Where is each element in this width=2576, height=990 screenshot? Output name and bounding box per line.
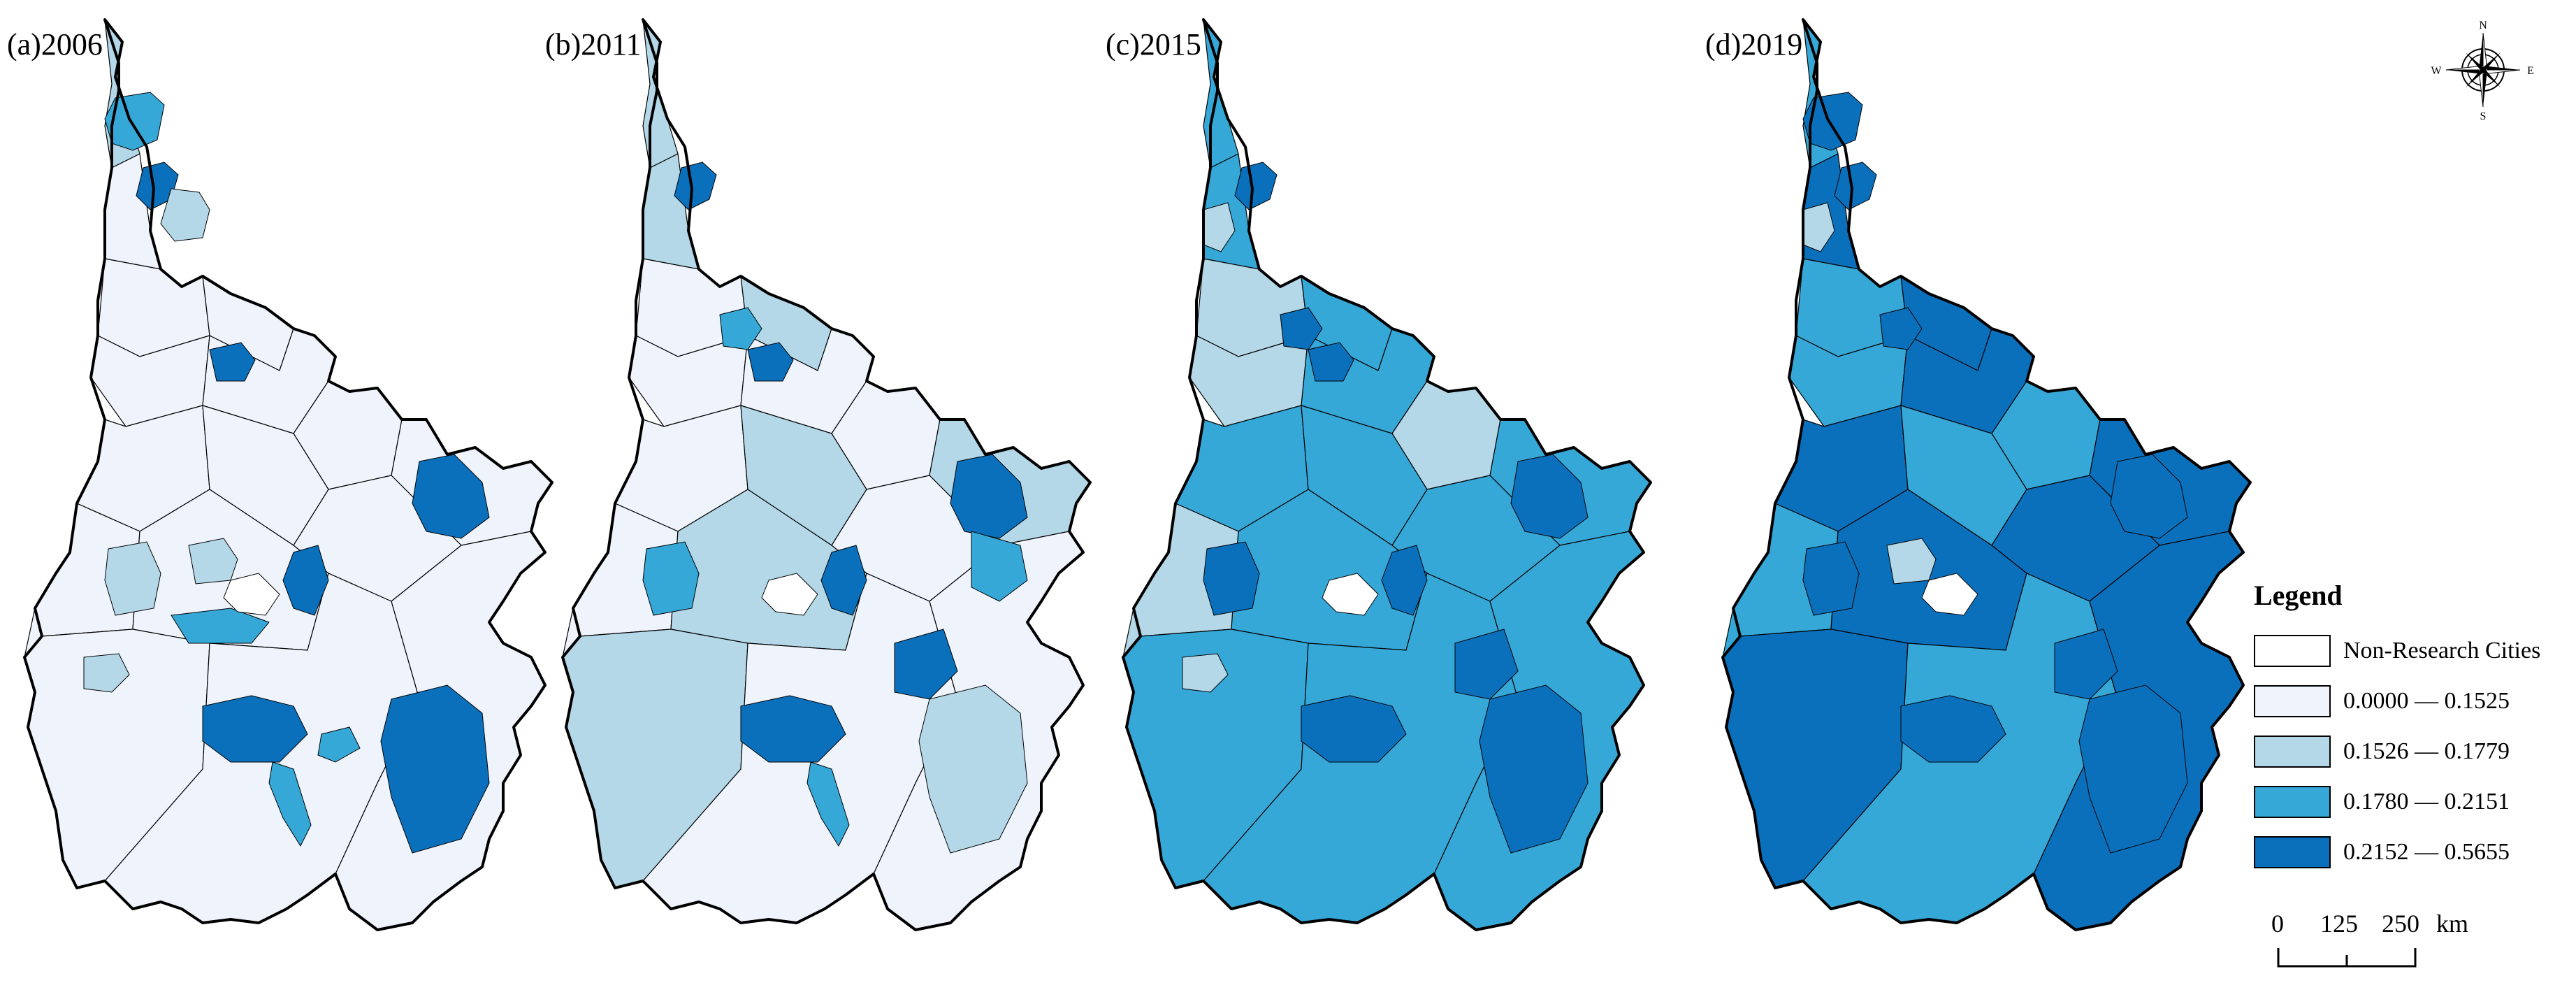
city-north-mid: [1834, 162, 1877, 210]
city-south: [1301, 695, 1407, 763]
city-south: [1900, 695, 2006, 763]
city-center-small: [209, 342, 256, 382]
city-east: [1510, 454, 1589, 539]
map-panel-2019: (d)2019: [1698, 0, 2299, 990]
panel-title-2006: (a)2006: [7, 27, 103, 62]
panel-title-2015: (c)2015: [1106, 27, 1201, 62]
legend-swatch: [2254, 635, 2331, 667]
map-2019: [1721, 17, 2252, 931]
map-panel-2011: (b)2011: [538, 0, 1139, 990]
legend-label: 0.1526 — 0.1779: [2343, 738, 2510, 764]
city-southwest: [1182, 653, 1229, 693]
city-center-small: [1308, 342, 1354, 382]
non-research-area: [761, 573, 818, 616]
legend-label: 0.0000 — 0.1525: [2343, 688, 2510, 714]
city-mid-lower: [171, 608, 270, 644]
city-southeast: [1479, 684, 1589, 854]
city-north-mid: [674, 162, 717, 210]
legend-item-class-1: 0.0000 — 0.1525: [2254, 685, 2575, 720]
legend-title: Legend: [2254, 580, 2343, 611]
legend-item-class-3: 0.1780 — 0.2151: [2254, 786, 2575, 821]
city-mid-right: [820, 545, 867, 616]
city-north-mid-right: [160, 188, 210, 242]
scale-tick-0: 0: [2271, 910, 2284, 938]
legend-label: 0.1780 — 0.2151: [2343, 789, 2510, 815]
legend-label: Non-Research Cities: [2343, 638, 2541, 663]
city-west-mid: [1203, 541, 1260, 616]
scale-bar-line: [2277, 948, 2417, 968]
city-south-tail: [268, 761, 312, 847]
map-2015: [1122, 17, 1652, 931]
study-area-outline: [1122, 18, 1652, 931]
legend-swatch: [2254, 736, 2331, 768]
city-north-lower: [719, 307, 762, 350]
city-mid-center: [1886, 538, 1937, 584]
city-north-mid: [1234, 162, 1278, 210]
map-panel-2015: (c)2015: [1099, 0, 1700, 990]
city-mid-right: [282, 545, 329, 616]
scale-tick-250: 250: [2382, 910, 2419, 938]
city-east-lower: [971, 531, 1028, 602]
scale-bar: 0 125 250 km: [2264, 909, 2488, 986]
legend-item-non-research: Non-Research Cities: [2254, 635, 2575, 670]
non-research-area: [1322, 573, 1379, 616]
study-area-outline: [1721, 18, 2252, 931]
city-southeast: [2078, 684, 2188, 854]
city-north-lower: [1879, 307, 1923, 350]
compass-w-label: W: [2431, 65, 2442, 77]
legend-item-class-2: 0.1526 — 0.1779: [2254, 736, 2575, 770]
scale-unit: km: [2436, 910, 2469, 938]
city-south: [202, 695, 308, 763]
non-research-area: [223, 573, 280, 616]
legend-label: 0.2152 — 0.5655: [2343, 839, 2510, 865]
city-west-mid: [104, 541, 161, 616]
panel-title-2011: (b)2011: [545, 27, 642, 62]
compass-e-label: E: [2527, 65, 2534, 77]
city-southeast-upper: [894, 629, 958, 700]
city-south: [740, 695, 846, 763]
city-south-small: [317, 726, 361, 763]
non-research-area: [1921, 573, 1978, 616]
map-2011: [561, 17, 1092, 931]
legend: Legend Non-Research Cities 0.0000 — 0.15…: [2245, 579, 2567, 887]
study-area-outline: [23, 18, 553, 931]
city-southeast-upper: [2054, 629, 2118, 700]
city-southeast: [918, 684, 1028, 854]
scale-tick-125: 125: [2320, 910, 2358, 938]
city-north-lower: [1280, 307, 1323, 350]
city-south-tail: [806, 761, 850, 847]
city-southeast-upper: [1454, 629, 1519, 700]
city-mid-right: [1381, 545, 1428, 616]
study-area-outline: [561, 18, 1092, 931]
city-southwest: [83, 653, 130, 693]
legend-item-class-4: 0.2152 — 0.5655: [2254, 836, 2575, 871]
panel-title-2019: (d)2019: [1705, 27, 1803, 62]
compass-n-label: N: [2479, 20, 2487, 31]
map-panel-2006: (a)2006: [0, 0, 601, 990]
compass-s-label: S: [2480, 110, 2487, 122]
city-west-mid: [642, 541, 700, 616]
legend-swatch: [2254, 836, 2331, 868]
legend-swatch: [2254, 786, 2331, 818]
legend-swatch: [2254, 685, 2331, 717]
compass-rose-icon: N S E W: [2431, 20, 2534, 122]
city-southeast: [380, 684, 490, 854]
city-center-small: [747, 342, 794, 382]
city-west-mid: [1802, 541, 1860, 616]
city-east: [2110, 454, 2188, 539]
city-east: [950, 454, 1028, 539]
city-mid-center: [188, 538, 238, 584]
map-2006: [23, 17, 553, 931]
city-east: [412, 454, 490, 539]
